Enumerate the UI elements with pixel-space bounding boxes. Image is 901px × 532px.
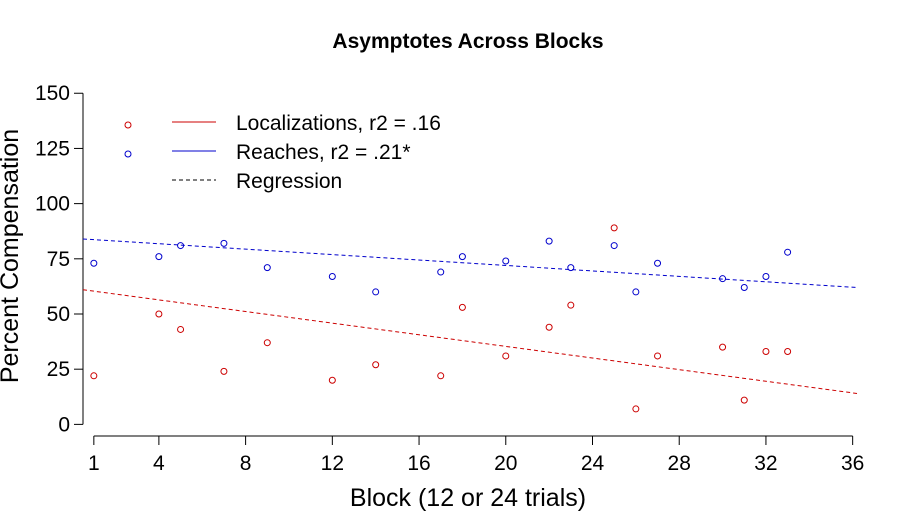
legend-marker — [124, 150, 132, 158]
reach-point — [762, 272, 770, 280]
reach-point — [719, 275, 727, 283]
localization-point — [502, 352, 510, 360]
reach-point — [328, 272, 336, 280]
chart-title: Asymptotes Across Blocks — [332, 30, 603, 53]
x-tick-label: 32 — [754, 452, 777, 475]
localization-point — [784, 348, 792, 356]
legend-label: Reaches, r2 = .21* — [236, 141, 411, 164]
reach-point — [502, 257, 510, 265]
localization-point — [610, 224, 618, 232]
x-tick-label: 20 — [494, 452, 517, 475]
legend-label: Regression — [236, 170, 342, 193]
regression-lines — [82, 238, 858, 394]
x-axis: 1 4 8 12 16 20 24 28 32 36 — [88, 435, 864, 475]
y-tick-label: 25 — [47, 358, 70, 381]
reach-point — [740, 284, 748, 292]
reach-point — [90, 259, 98, 267]
regression-line-reaches — [82, 238, 858, 289]
localization-point — [372, 361, 380, 369]
regression-line-localizations — [82, 289, 858, 394]
reach-point — [784, 248, 792, 256]
localization-point — [155, 310, 163, 318]
reach-point — [372, 288, 380, 296]
y-tick-label: 125 — [35, 137, 70, 160]
localization-point — [458, 303, 466, 311]
x-tick-label: 28 — [668, 452, 691, 475]
localization-point — [632, 405, 640, 413]
reach-point — [654, 259, 662, 267]
reach-point — [545, 237, 553, 245]
localization-point — [220, 367, 228, 375]
y-tick-label: 0 — [58, 413, 70, 436]
reach-point — [610, 242, 618, 250]
y-axis: 0 25 50 75 100 125 150 — [35, 82, 84, 436]
x-tick-label: 16 — [407, 452, 430, 475]
y-tick-label: 50 — [47, 303, 70, 326]
localization-point — [90, 372, 98, 380]
reach-point — [437, 268, 445, 276]
legend-marker — [124, 121, 132, 129]
x-tick-label: 8 — [240, 452, 252, 475]
reach-point — [155, 253, 163, 261]
legend-label: Localizations, r2 = .16 — [236, 112, 441, 135]
x-tick-label: 12 — [321, 452, 344, 475]
localization-point — [719, 343, 727, 351]
reach-point — [458, 253, 466, 261]
legend: Localizations, r2 = .16 Reaches, r2 = .21… — [124, 112, 441, 193]
x-tick-label: 24 — [581, 452, 605, 475]
localization-point — [762, 348, 770, 356]
localization-point — [263, 339, 271, 347]
reach-point — [177, 242, 185, 250]
x-axis-label: Block (12 or 24 trials) — [350, 484, 586, 512]
localization-point — [567, 301, 575, 309]
y-tick-label: 75 — [47, 248, 70, 271]
localization-point — [545, 323, 553, 331]
x-tick-label: 36 — [841, 452, 864, 475]
localization-point — [437, 372, 445, 380]
data-points — [90, 224, 792, 413]
reach-point — [220, 239, 228, 247]
localization-point — [177, 325, 185, 333]
x-tick-label: 1 — [88, 452, 100, 475]
y-tick-label: 100 — [35, 193, 70, 216]
reach-point — [567, 264, 575, 272]
localization-point — [328, 376, 336, 384]
reach-point — [263, 264, 271, 272]
reach-point — [632, 288, 640, 296]
localization-point — [740, 396, 748, 404]
localization-point — [654, 352, 662, 360]
y-tick-label: 150 — [35, 82, 70, 105]
x-tick-label: 4 — [153, 452, 165, 475]
y-axis-label: Percent Compensation — [0, 129, 24, 383]
